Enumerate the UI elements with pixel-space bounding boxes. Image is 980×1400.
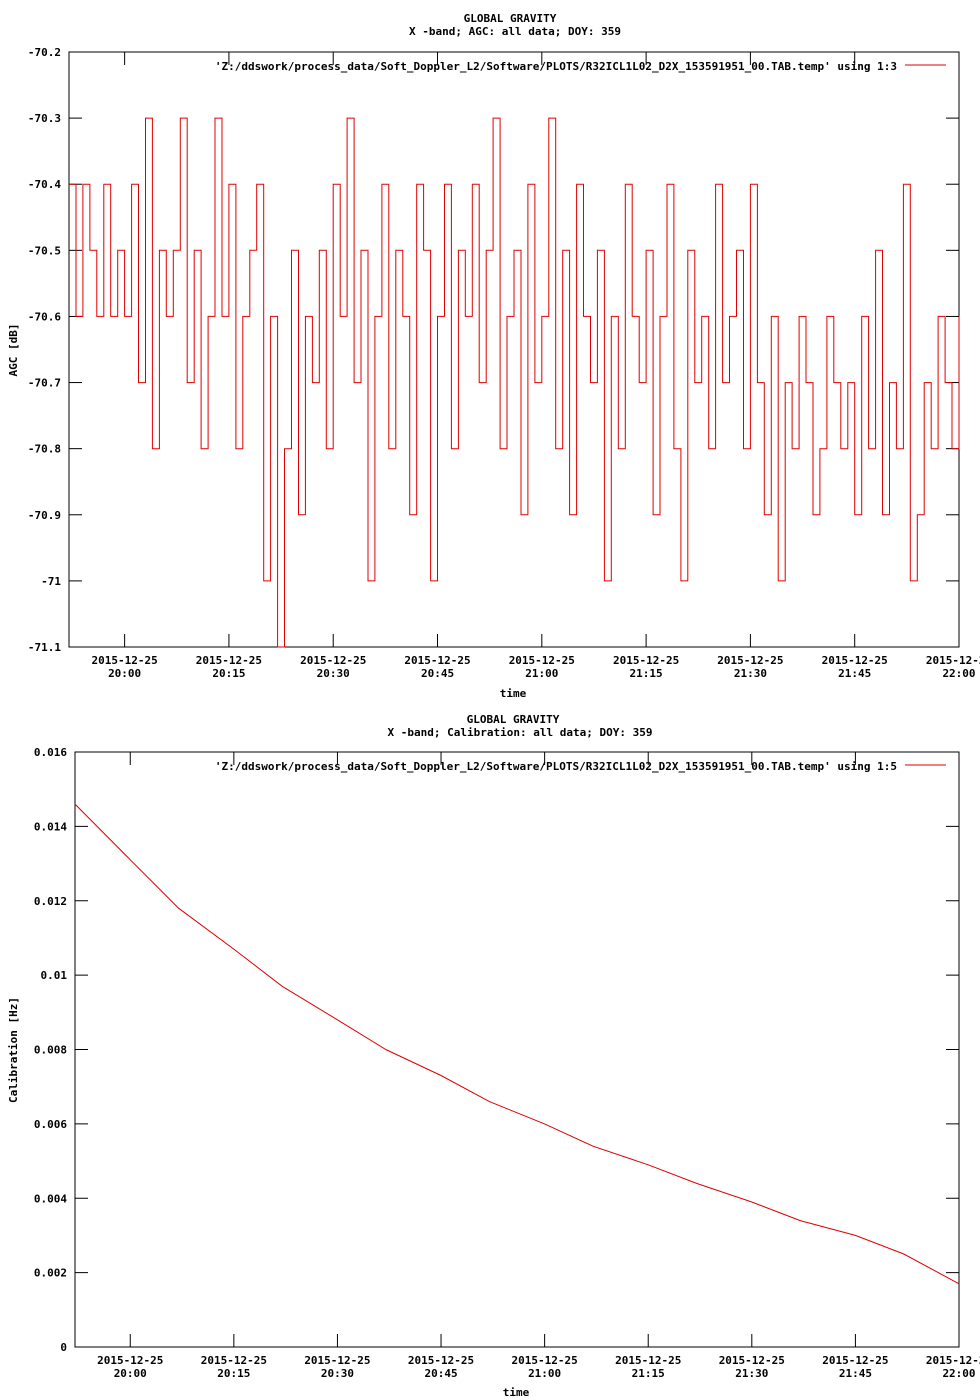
agc-x-tick-time: 20:00	[108, 667, 141, 680]
agc-x-tick-date: 2015-12-25	[92, 654, 158, 667]
calibration-x-tick-time: 21:00	[528, 1367, 561, 1380]
calibration-y-tick-label: 0	[60, 1341, 67, 1354]
calibration-x-tick-time: 20:00	[114, 1367, 147, 1380]
agc-legend: 'Z:/ddswork/process_data/Soft_Doppler_L2…	[215, 60, 946, 73]
calibration-x-tick-time: 22:00	[942, 1367, 975, 1380]
agc-x-tick-date: 2015-12-25	[300, 654, 366, 667]
calibration-x-tick-date: 2015-12-25	[201, 1354, 267, 1367]
calibration-series-line	[74, 803, 960, 1285]
calibration-y-tick-label: 0.01	[41, 969, 68, 982]
calibration-y-axis-label: Calibration [Hz]	[7, 997, 20, 1103]
calibration-x-tick-date: 2015-12-25	[719, 1354, 785, 1367]
calibration-y-tick-label: 0.008	[34, 1044, 67, 1057]
agc-y-tick-label: -70.6	[28, 310, 61, 323]
agc-y-tick-label: -70.3	[28, 112, 61, 125]
calibration-series-group	[74, 803, 960, 1285]
calibration-x-tick-date: 2015-12-25	[512, 1354, 578, 1367]
agc-series-line	[69, 117, 960, 648]
agc-x-tick-time: 20:30	[317, 667, 350, 680]
calibration-y-tick-label: 0.006	[34, 1118, 67, 1131]
agc-x-tick-time: 20:45	[421, 667, 454, 680]
agc-series-group	[69, 117, 960, 648]
calibration-y-tick-label: 0.002	[34, 1267, 67, 1280]
agc-legend-label: 'Z:/ddswork/process_data/Soft_Doppler_L2…	[215, 60, 897, 73]
agc-y-tick-label: -70.4	[28, 178, 61, 191]
calibration-chart-subtitle: X -band; Calibration: all data; DOY: 359	[388, 726, 653, 739]
agc-y-tick-label: -70.9	[28, 509, 61, 522]
agc-x-axis: 2015-12-2520:002015-12-2520:152015-12-25…	[92, 52, 980, 680]
agc-x-tick-time: 21:30	[734, 667, 767, 680]
agc-x-tick-date: 2015-12-25	[404, 654, 470, 667]
agc-x-tick-time: 21:00	[525, 667, 558, 680]
agc-y-axis: -70.2 -70.3 -70.4 -70.5 -70.6 -70.7 -70.8 -70.9…	[28, 46, 959, 654]
calibration-x-tick-time: 21:45	[839, 1367, 872, 1380]
calibration-x-tick-date: 2015-12-25	[926, 1354, 980, 1367]
agc-chart-title: GLOBAL GRAVITY	[464, 12, 557, 25]
calibration-y-tick-label: 0.004	[34, 1192, 67, 1205]
agc-y-tick-label: -70.2	[28, 46, 61, 59]
calibration-y-tick-label: 0.012	[34, 895, 67, 908]
agc-chart: GLOBAL GRAVITY X -band; AGC: all data; D…	[7, 12, 980, 700]
agc-x-tick-date: 2015-12-25	[926, 654, 980, 667]
calibration-y-tick-label: 0.016	[34, 746, 67, 759]
calibration-chart: GLOBAL GRAVITY X -band; Calibration: all…	[7, 713, 980, 1399]
agc-plot-frame	[68, 51, 960, 648]
calibration-legend-label: 'Z:/ddswork/process_data/Soft_Doppler_L2…	[215, 760, 897, 773]
agc-y-tick-label: -70.8	[28, 443, 61, 456]
calibration-x-tick-time: 21:15	[632, 1367, 665, 1380]
agc-y-tick-label: -71	[41, 575, 61, 588]
calibration-x-tick-date: 2015-12-25	[304, 1354, 370, 1367]
calibration-x-tick-date: 2015-12-25	[615, 1354, 681, 1367]
agc-x-tick-date: 2015-12-25	[196, 654, 262, 667]
calibration-x-tick-date: 2015-12-25	[97, 1354, 163, 1367]
agc-x-tick-date: 2015-12-25	[509, 654, 575, 667]
calibration-x-tick-date: 2015-12-25	[408, 1354, 474, 1367]
calibration-legend: 'Z:/ddswork/process_data/Soft_Doppler_L2…	[215, 760, 946, 773]
agc-chart-subtitle: X -band; AGC: all data; DOY: 359	[409, 25, 621, 38]
calibration-x-axis: 2015-12-2520:002015-12-2520:152015-12-25…	[97, 752, 980, 1380]
agc-y-axis-label: AGC [dB]	[7, 324, 20, 377]
calibration-x-tick-time: 20:30	[321, 1367, 354, 1380]
agc-x-tick-time: 22:00	[942, 667, 975, 680]
calibration-x-axis-label: time	[503, 1386, 530, 1399]
calibration-x-tick-time: 20:45	[424, 1367, 457, 1380]
agc-y-tick-label: -71.1	[28, 641, 61, 654]
agc-y-tick-label: -70.5	[28, 244, 61, 257]
agc-x-tick-date: 2015-12-25	[717, 654, 783, 667]
agc-x-tick-time: 20:15	[212, 667, 245, 680]
agc-x-axis-label: time	[500, 687, 527, 700]
calibration-x-tick-time: 20:15	[217, 1367, 250, 1380]
calibration-x-tick-date: 2015-12-25	[822, 1354, 888, 1367]
calibration-y-axis: 0.016 0.014 0.012 0.01 0.008 0.006 0.004 0.002 0	[34, 746, 959, 1354]
calibration-y-tick-label: 0.014	[34, 820, 67, 833]
agc-x-tick-date: 2015-12-25	[613, 654, 679, 667]
agc-x-tick-date: 2015-12-25	[822, 654, 888, 667]
calibration-chart-title: GLOBAL GRAVITY	[467, 713, 560, 726]
calibration-x-tick-time: 21:30	[735, 1367, 768, 1380]
calibration-plot-frame	[74, 751, 960, 1348]
agc-x-tick-time: 21:45	[838, 667, 871, 680]
agc-y-tick-label: -70.7	[28, 377, 61, 390]
agc-x-tick-time: 21:15	[630, 667, 663, 680]
